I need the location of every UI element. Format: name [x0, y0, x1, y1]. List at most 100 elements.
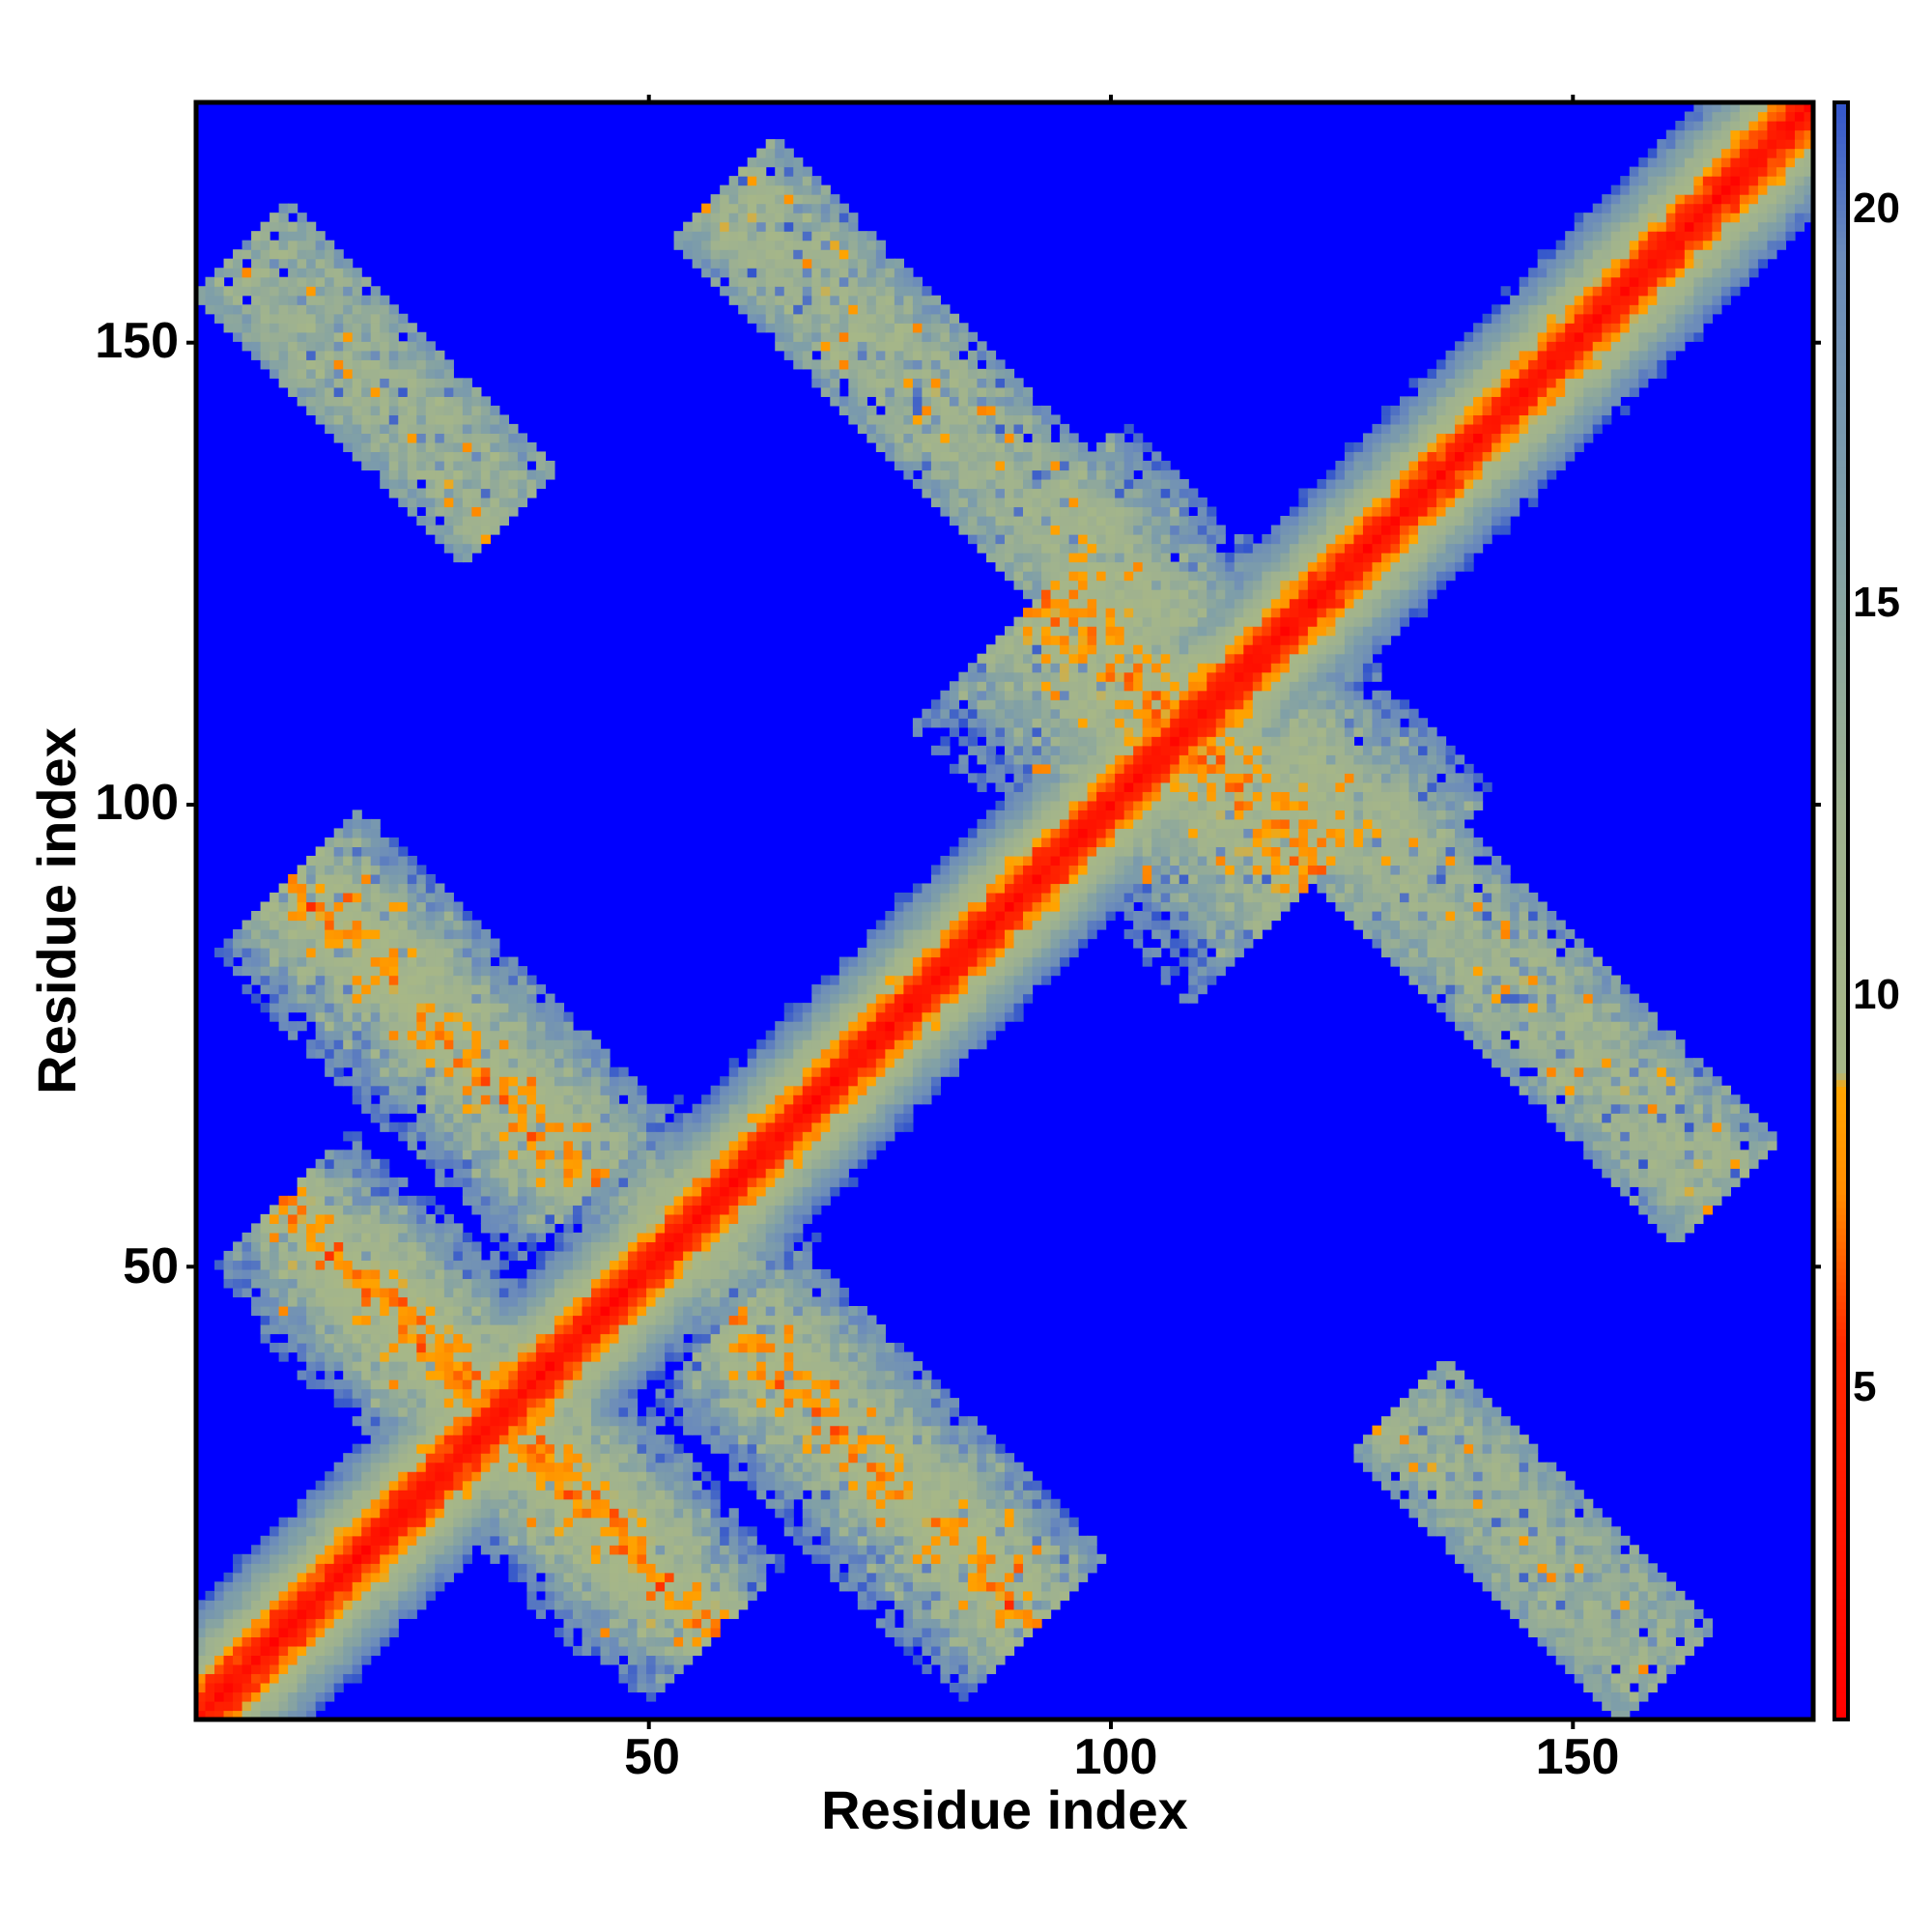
heatmap-cell — [270, 1563, 280, 1574]
heatmap-cell — [270, 249, 280, 260]
heatmap-cell — [765, 1268, 776, 1280]
heatmap-cell — [590, 1113, 602, 1123]
heatmap-cell — [425, 1462, 436, 1472]
heatmap-cell — [637, 1526, 647, 1537]
heatmap-cell — [710, 1186, 721, 1197]
heatmap-cell — [435, 1003, 445, 1013]
heatmap-cell — [453, 1435, 464, 1445]
heatmap-cell — [416, 1003, 427, 1013]
heatmap-cell — [315, 331, 326, 342]
heatmap-cell — [610, 1287, 620, 1298]
heatmap-cell — [508, 478, 519, 490]
heatmap-cell — [471, 1103, 482, 1114]
heatmap-cell — [270, 948, 280, 958]
heatmap-cell — [610, 1370, 620, 1380]
heatmap-cell — [398, 1076, 409, 1087]
heatmap-cell — [352, 1305, 362, 1317]
heatmap-cell — [435, 920, 445, 930]
heatmap-cell — [747, 1361, 757, 1372]
heatmap-cell — [554, 1398, 565, 1408]
heatmap-cell — [407, 1425, 417, 1435]
heatmap-cell — [407, 1232, 417, 1243]
heatmap-cell — [756, 1324, 767, 1335]
heatmap-cell — [775, 286, 785, 297]
heatmap-cell — [315, 396, 326, 407]
heatmap-cell — [471, 1453, 482, 1463]
heatmap-cell — [343, 1636, 354, 1647]
heatmap-cell — [765, 1066, 776, 1077]
heatmap-cell — [710, 221, 721, 232]
heatmap-cell — [508, 1241, 519, 1252]
heatmap-cell — [352, 1471, 362, 1482]
heatmap-cell — [333, 276, 344, 287]
heatmap-cell — [554, 1213, 565, 1224]
heatmap-cell — [738, 1232, 749, 1243]
heatmap-cell — [288, 1645, 298, 1657]
heatmap-cell — [793, 295, 804, 305]
heatmap-cell — [572, 1103, 583, 1114]
heatmap-cell — [646, 1691, 657, 1702]
heatmap-cell — [398, 1563, 409, 1574]
heatmap-cell — [425, 525, 436, 535]
heatmap-cell — [783, 194, 794, 205]
heatmap-cell — [765, 323, 776, 333]
heatmap-cell — [425, 1076, 436, 1087]
heatmap-cell — [278, 331, 289, 342]
heatmap-cell — [738, 1379, 749, 1390]
heatmap-cell — [783, 1177, 794, 1187]
heatmap-cell — [610, 1563, 620, 1574]
heatmap-cell — [270, 1343, 280, 1353]
heatmap-cell — [196, 1682, 207, 1693]
heatmap-cell — [728, 1572, 739, 1582]
heatmap-cell — [673, 1508, 684, 1519]
heatmap-cell — [343, 1030, 354, 1040]
heatmap-cell — [361, 948, 372, 958]
heatmap-cell — [490, 1131, 500, 1142]
heatmap-cell — [361, 920, 372, 930]
heatmap-cell — [655, 1490, 666, 1500]
heatmap-cell — [361, 1003, 372, 1013]
heatmap-cell — [554, 1553, 565, 1564]
heatmap-cell — [747, 295, 757, 305]
heatmap-cell — [747, 213, 757, 223]
heatmap-cell — [306, 1296, 317, 1307]
heatmap-cell — [251, 268, 262, 278]
heatmap-cell — [370, 1462, 381, 1472]
heatmap-cell — [582, 1131, 592, 1142]
heatmap-cell — [563, 1498, 574, 1509]
heatmap-cell — [535, 1343, 547, 1353]
heatmap-cell — [508, 451, 519, 462]
heatmap-cell — [233, 1553, 243, 1564]
heatmap-cell — [517, 1195, 528, 1206]
heatmap-cell — [572, 1085, 583, 1095]
heatmap-cell — [665, 1553, 675, 1564]
heatmap-cell — [380, 350, 390, 360]
heatmap-cell — [370, 1213, 381, 1224]
heatmap-cell — [692, 213, 702, 223]
heatmap-cell — [600, 1103, 611, 1114]
heatmap-cell — [435, 1150, 445, 1160]
heatmap-cell — [490, 1526, 500, 1537]
heatmap-cell — [582, 1324, 592, 1335]
heatmap-cell — [517, 1535, 528, 1546]
heatmap-cell — [407, 1526, 417, 1537]
heatmap-cell — [490, 1416, 500, 1427]
heatmap-cell — [765, 1085, 776, 1095]
heatmap-cell — [388, 386, 399, 397]
heatmap-cell — [508, 1048, 519, 1059]
heatmap-cell — [738, 1324, 749, 1335]
heatmap-cell — [288, 295, 298, 305]
heatmap-cell — [582, 1177, 592, 1187]
heatmap-cell — [590, 1085, 602, 1095]
heatmap-cell — [600, 1443, 611, 1454]
heatmap-cell — [545, 1140, 555, 1151]
heatmap-cell — [802, 1287, 812, 1298]
heatmap-cell — [610, 1213, 620, 1224]
heatmap-cell — [260, 258, 270, 269]
heatmap-cell — [416, 1435, 427, 1445]
heatmap-cell — [343, 1278, 354, 1289]
heatmap-cell — [270, 331, 280, 342]
heatmap-cell — [380, 386, 390, 397]
heatmap-cell — [517, 975, 528, 985]
heatmap-cell — [214, 1627, 225, 1637]
